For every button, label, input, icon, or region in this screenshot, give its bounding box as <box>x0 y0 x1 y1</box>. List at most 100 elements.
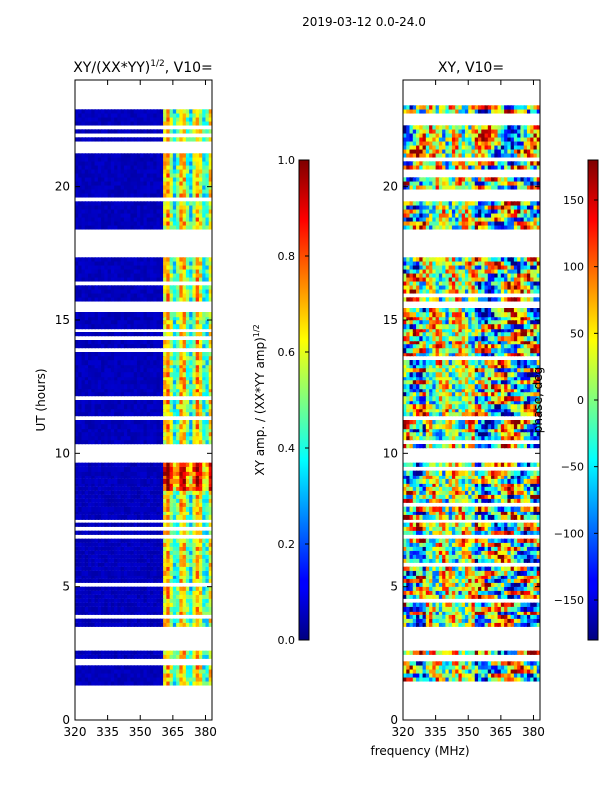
amplitude-cell <box>110 466 116 472</box>
amplitude-cell <box>94 622 100 627</box>
amplitude-cell <box>153 356 158 361</box>
amplitude-cell <box>182 376 188 381</box>
amplitude-cell <box>202 316 207 321</box>
amplitude-cell <box>166 436 171 441</box>
amplitude-cell <box>120 177 126 182</box>
amplitude-cell <box>176 530 181 535</box>
amplitude-cell <box>208 594 212 599</box>
phase-cell <box>409 622 415 627</box>
amplitude-cell <box>208 404 212 410</box>
amplitude-heatmap-cells <box>75 109 212 686</box>
amplitude-cell <box>88 193 93 198</box>
amplitude-cell <box>104 189 109 194</box>
amplitude-cell <box>169 289 175 294</box>
amplitude-cell <box>107 618 113 623</box>
phase-cell <box>478 650 483 655</box>
amplitude-cell <box>117 273 122 278</box>
phase-cell <box>533 602 538 607</box>
amplitude-cell <box>176 225 181 230</box>
amplitude-cell <box>127 610 132 615</box>
amplitude-cell <box>166 225 171 230</box>
amplitude-cell <box>143 201 148 206</box>
amplitude-cell <box>114 265 119 270</box>
phase-cell <box>530 606 535 612</box>
amplitude-cell <box>169 201 175 206</box>
amplitude-cell <box>94 364 100 369</box>
amplitude-cell <box>163 165 168 170</box>
amplitude-cell <box>88 562 93 567</box>
amplitude-cell <box>146 121 152 126</box>
amplitude-cell <box>104 506 109 512</box>
amplitude-cell <box>192 606 197 612</box>
amplitude-cell <box>143 578 148 583</box>
amplitude-cell <box>179 669 184 674</box>
amplitude-cell <box>205 522 210 527</box>
amplitude-cell <box>202 432 207 437</box>
amplitude-cell <box>107 392 113 397</box>
amplitude-cell <box>88 598 93 603</box>
amplitude-cell <box>101 257 106 262</box>
amplitude-cell <box>84 677 90 682</box>
amplitude-cell <box>91 590 96 595</box>
amplitude-cell <box>150 173 155 178</box>
amplitude-cell <box>140 392 145 397</box>
amplitude-cell <box>176 324 181 330</box>
amplitude-cell <box>192 177 197 182</box>
phase-cell <box>507 661 512 666</box>
amplitude-cell <box>110 165 116 170</box>
amplitude-cell <box>189 181 194 186</box>
amplitude-cell <box>189 424 194 430</box>
amplitude-cell <box>185 181 191 186</box>
amplitude-cell <box>84 189 90 194</box>
amplitude-cell <box>179 121 184 126</box>
amplitude-cell <box>176 436 181 441</box>
amplitude-cell <box>195 574 201 579</box>
amplitude-cell <box>185 665 191 670</box>
amplitude-cell <box>166 320 171 325</box>
amplitude-cell <box>143 522 148 527</box>
phase-cell <box>481 650 486 655</box>
amplitude-cell <box>94 436 100 441</box>
amplitude-cell <box>136 121 142 126</box>
phase-cell <box>504 614 509 619</box>
amplitude-cell <box>156 558 162 563</box>
amplitude-cell <box>195 376 201 381</box>
phase-cell <box>500 602 506 607</box>
amplitude-cell <box>91 669 96 674</box>
amplitude-cell <box>182 221 188 226</box>
amplitude-cell <box>120 221 126 226</box>
amplitude-cell <box>114 424 119 430</box>
amplitude-cell <box>189 209 194 214</box>
amplitude-cell <box>176 554 181 559</box>
phase-cell <box>451 665 457 670</box>
amplitude-cell <box>202 482 207 487</box>
amplitude-cell <box>176 352 181 357</box>
amplitude-cell <box>150 269 155 274</box>
amplitude-cell <box>195 213 201 218</box>
amplitude-cell <box>75 161 80 166</box>
phase-cell <box>474 614 480 619</box>
amplitude-cell <box>81 161 87 166</box>
amplitude-cell <box>91 622 96 627</box>
amplitude-cell <box>146 320 152 325</box>
phase-cell <box>517 602 522 607</box>
amplitude-cell <box>172 364 178 369</box>
amplitude-cell <box>127 257 132 262</box>
amplitude-cell <box>202 440 207 445</box>
amplitude-cell <box>159 618 165 623</box>
amplitude-cell <box>75 209 80 214</box>
amplitude-cell <box>143 440 148 445</box>
amplitude-cell <box>172 538 178 543</box>
amplitude-cell <box>91 388 96 393</box>
amplitude-cell <box>150 113 155 118</box>
amplitude-cell <box>189 221 194 226</box>
amplitude-cell <box>198 332 204 337</box>
amplitude-cell <box>198 590 204 595</box>
amplitude-cell <box>130 436 135 441</box>
amplitude-cell <box>78 610 83 615</box>
phase-cell <box>412 610 418 615</box>
amplitude-cell <box>130 546 135 551</box>
amplitude-cell <box>150 324 155 330</box>
phase-cell <box>533 677 538 682</box>
amplitude-cell <box>130 352 135 357</box>
